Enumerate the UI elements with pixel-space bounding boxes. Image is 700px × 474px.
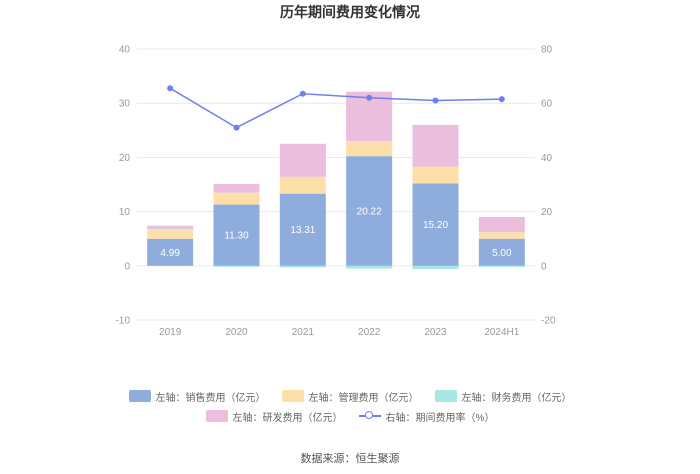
data-label-sales: 15.20 [423, 220, 448, 231]
bar-finance [412, 265, 459, 270]
bar-finance [478, 265, 525, 267]
point-expense-rate [299, 90, 306, 97]
legend-swatch-admin [281, 390, 304, 402]
legend-item-expense-rate[interactable]: 右轴：期间费用率（%） [358, 409, 495, 424]
bar-sales [279, 193, 326, 266]
legend-swatch-sales [128, 390, 151, 402]
point-expense-rate [498, 96, 505, 103]
bar-finance [279, 265, 326, 268]
legend-label-finance: 左轴：财务费用（亿元） [461, 392, 572, 404]
legend-item-sales[interactable]: 左轴：销售费用（亿元） [128, 389, 266, 404]
data-label-sales: 5.00 [492, 248, 512, 259]
x-axis-tick-label: 2019 [159, 327, 182, 338]
bar-finance [147, 228, 194, 229]
legend-label-sales: 左轴：销售费用（亿元） [155, 392, 266, 404]
bar-admin [346, 141, 393, 157]
right-axis-tick-label: 80 [541, 45, 553, 56]
legend-swatch-expense-rate [358, 410, 381, 422]
data-label-sales: 11.30 [224, 231, 249, 242]
legend-row-2: 左轴：研发费用（亿元） 右轴：期间费用率（%） [0, 406, 700, 426]
bar-finance [213, 265, 260, 267]
left-axis-tick-label: 20 [119, 153, 131, 164]
data-label-sales: 20.22 [357, 207, 382, 218]
legend-item-rnd[interactable]: 左轴：研发费用（亿元） [205, 409, 343, 424]
x-axis-ticks: 2019 2020 2021 2022 2023 2024H1 [159, 327, 520, 338]
x-axis-tick-label: 2023 [424, 327, 447, 338]
left-axis-tick-label: 0 [124, 261, 130, 272]
legend-item-admin[interactable]: 左轴：管理费用（亿元） [281, 389, 419, 404]
legend-label-expense-rate: 右轴：期间费用率（%） [385, 412, 495, 424]
bar-rnd [147, 225, 194, 229]
bar-admin [147, 228, 194, 239]
right-axis-ticks: -20 0 20 40 60 80 [541, 45, 556, 327]
legend-label-rnd: 左轴：研发费用（亿元） [232, 412, 343, 424]
point-expense-rate [233, 124, 240, 131]
bar-sales [478, 238, 525, 266]
right-axis-tick-label: 60 [541, 99, 553, 110]
legend-swatch-rnd [205, 410, 228, 422]
bar-rnd [412, 124, 459, 167]
right-axis-tick-label: -20 [541, 316, 556, 327]
bar-sales [147, 238, 194, 266]
data-label-sales: 13.31 [290, 225, 315, 236]
point-expense-rate [167, 85, 174, 92]
legend-item-finance[interactable]: 左轴：财务费用（亿元） [434, 389, 572, 404]
bar-sales [412, 183, 459, 266]
chart-title: 历年期间费用变化情况 [280, 4, 420, 20]
gridlines [137, 48, 535, 321]
point-expense-rate [432, 97, 439, 104]
left-axis-tick-label: 30 [119, 99, 131, 110]
bar-rnd [478, 217, 525, 233]
left-axis-tick-label: 10 [119, 207, 131, 218]
legend-label-admin: 左轴：管理费用（亿元） [308, 392, 419, 404]
legend: 左轴：销售费用（亿元） 左轴：管理费用（亿元） 左轴：财务费用（亿元） 左轴：研… [0, 386, 700, 426]
bar-finance [346, 265, 393, 269]
line-series-group [167, 85, 505, 131]
left-axis-tick-label: 40 [119, 45, 131, 56]
right-axis-tick-label: 20 [541, 207, 553, 218]
right-axis-tick-label: 40 [541, 153, 553, 164]
bar-rnd [279, 143, 326, 177]
bar-admin [478, 232, 525, 239]
legend-row-1: 左轴：销售费用（亿元） 左轴：管理费用（亿元） 左轴：财务费用（亿元） [0, 386, 700, 406]
data-label-sales: 4.99 [160, 248, 180, 259]
bar-admin [213, 192, 260, 205]
line-expense-rate [169, 87, 502, 129]
legend-swatch-finance [434, 390, 457, 402]
x-axis-tick-label: 2022 [358, 327, 381, 338]
x-axis-tick-label: 2024H1 [484, 327, 519, 338]
left-axis-ticks: -10 0 10 20 30 40 [116, 45, 131, 327]
x-axis-tick-label: 2021 [292, 327, 315, 338]
point-expense-rate [366, 94, 373, 101]
bar-sales [346, 156, 393, 266]
bar-admin [279, 176, 326, 194]
bar-sales [213, 204, 260, 266]
data-source: 数据来源：恒生聚源 [300, 453, 400, 465]
left-axis-tick-label: -10 [116, 316, 131, 327]
x-axis-tick-label: 2020 [225, 327, 248, 338]
bar-rnd [213, 183, 260, 193]
bar-series-group: 4.99 11.30 13.31 20.22 15.20 5.00 [147, 91, 525, 270]
bar-admin [412, 166, 459, 184]
right-axis-tick-label: 0 [541, 261, 547, 272]
